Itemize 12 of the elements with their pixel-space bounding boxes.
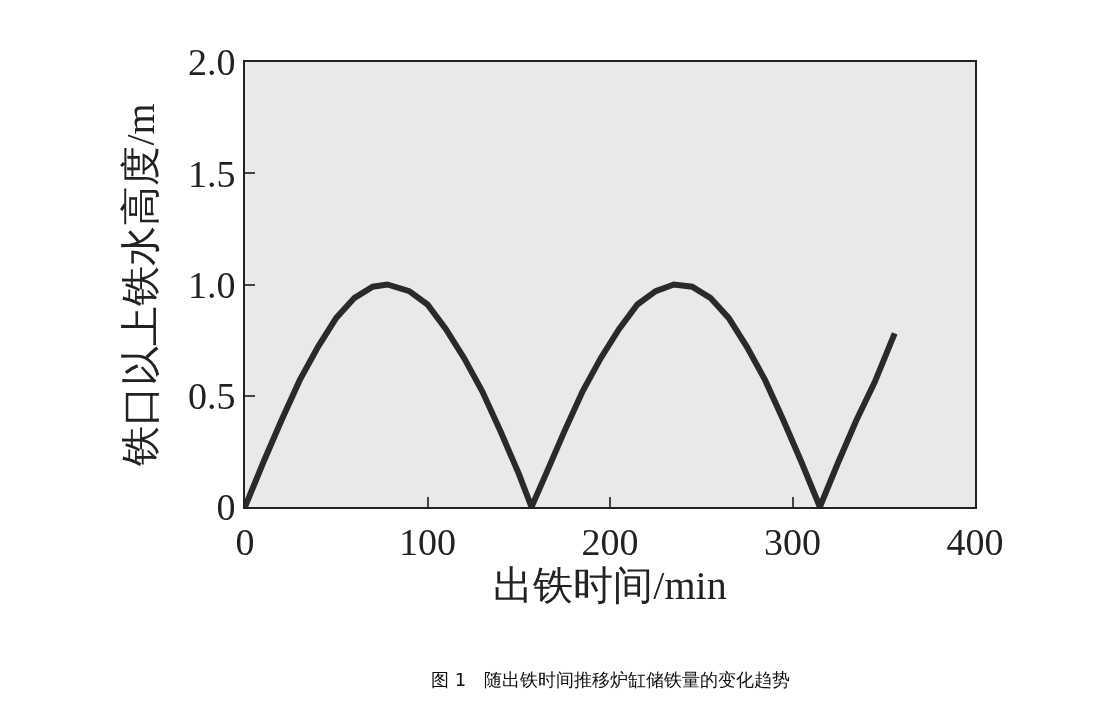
y-tick-label: 1.0 bbox=[187, 263, 236, 306]
x-tick-label: 200 bbox=[581, 520, 639, 563]
y-tick-label: 0 bbox=[216, 486, 236, 529]
y-axis-title: 铁口以上铁水高度/m bbox=[118, 103, 163, 467]
x-tick-label: 400 bbox=[946, 520, 1004, 563]
y-tick-label: 1.5 bbox=[187, 152, 236, 195]
y-tick-label: 0.5 bbox=[187, 375, 236, 418]
x-axis-title: 出铁时间/min bbox=[493, 562, 727, 608]
x-tick-label: 100 bbox=[399, 520, 456, 563]
y-tick-label: 2.0 bbox=[187, 41, 236, 84]
caption: 图 1 随出铁时间推移炉缸储铁量的变化趋势 bbox=[431, 669, 791, 690]
x-tick-label: 300 bbox=[764, 520, 821, 563]
